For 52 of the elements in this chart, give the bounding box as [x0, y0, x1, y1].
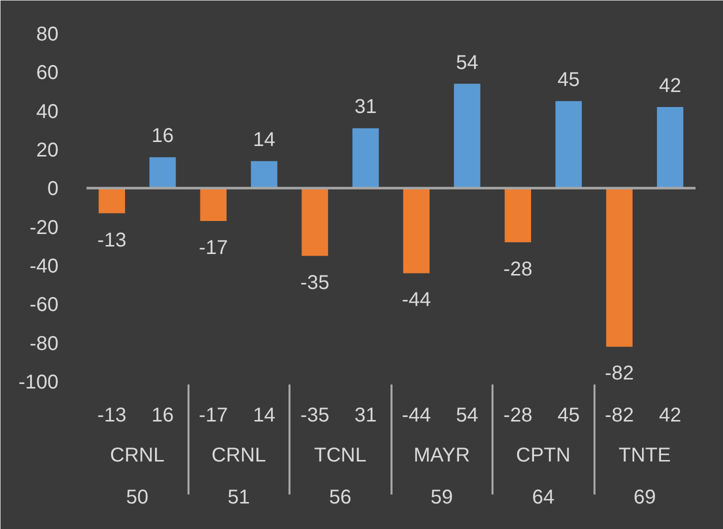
bar [606, 188, 633, 347]
y-tick-label: 60 [36, 62, 59, 84]
y-tick-label: 40 [36, 100, 59, 123]
text: MAYR 59 [414, 444, 470, 508]
data-label: -44 [402, 289, 431, 312]
x-tick-label: -13 [97, 404, 126, 426]
data-label: -17 [198, 237, 228, 260]
bar [656, 106, 684, 188]
bar [454, 84, 480, 188]
data-label: -35 [300, 272, 330, 294]
x-tick-label: -35 [300, 404, 330, 426]
bar [302, 188, 328, 256]
data-label: 14 [253, 129, 276, 152]
text: TNTE 69 [618, 444, 671, 508]
bar [250, 161, 278, 188]
bar [403, 188, 430, 274]
y-tick-label: 0 [47, 178, 58, 200]
x-tick-label: -44 [402, 404, 431, 426]
bar [352, 128, 379, 188]
text: CPTN 64 [516, 444, 570, 508]
bar [98, 188, 126, 214]
x-tick-label: -82 [604, 404, 634, 426]
text: CRNL 50 [110, 444, 164, 508]
data-label: -82 [604, 362, 634, 385]
x-tick-label: 31 [354, 404, 377, 426]
data-label: -28 [503, 258, 532, 280]
data-label: 42 [659, 74, 682, 97]
x-tick-label: 45 [558, 404, 580, 426]
x-tick-label: -17 [198, 404, 228, 426]
bar [504, 188, 532, 242]
x-tick-label: 16 [152, 404, 174, 426]
data-label: 45 [558, 69, 580, 92]
data-label: 31 [354, 96, 377, 118]
x-tick-label: -28 [503, 404, 532, 426]
bar [200, 188, 227, 222]
y-tick-label: 80 [36, 24, 59, 46]
y-tick-label: -100 [18, 372, 58, 394]
y-tick-label: 20 [36, 140, 59, 162]
bar [555, 101, 582, 188]
data-label: -13 [97, 229, 126, 252]
y-tick-label: -80 [30, 332, 58, 355]
y-tick-label: -60 [30, 294, 58, 316]
y-tick-label: -40 [30, 256, 58, 278]
x-tick-label: 14 [253, 404, 276, 426]
data-label: 16 [152, 125, 174, 148]
y-tick-label: -20 [30, 216, 58, 239]
x-tick-label: 42 [659, 404, 682, 426]
text: CRNL 51 [212, 444, 266, 508]
x-tick-label: 54 [456, 404, 478, 426]
bar [149, 157, 176, 188]
text: TCNL 56 [314, 444, 366, 508]
data-label: 54 [456, 52, 478, 74]
